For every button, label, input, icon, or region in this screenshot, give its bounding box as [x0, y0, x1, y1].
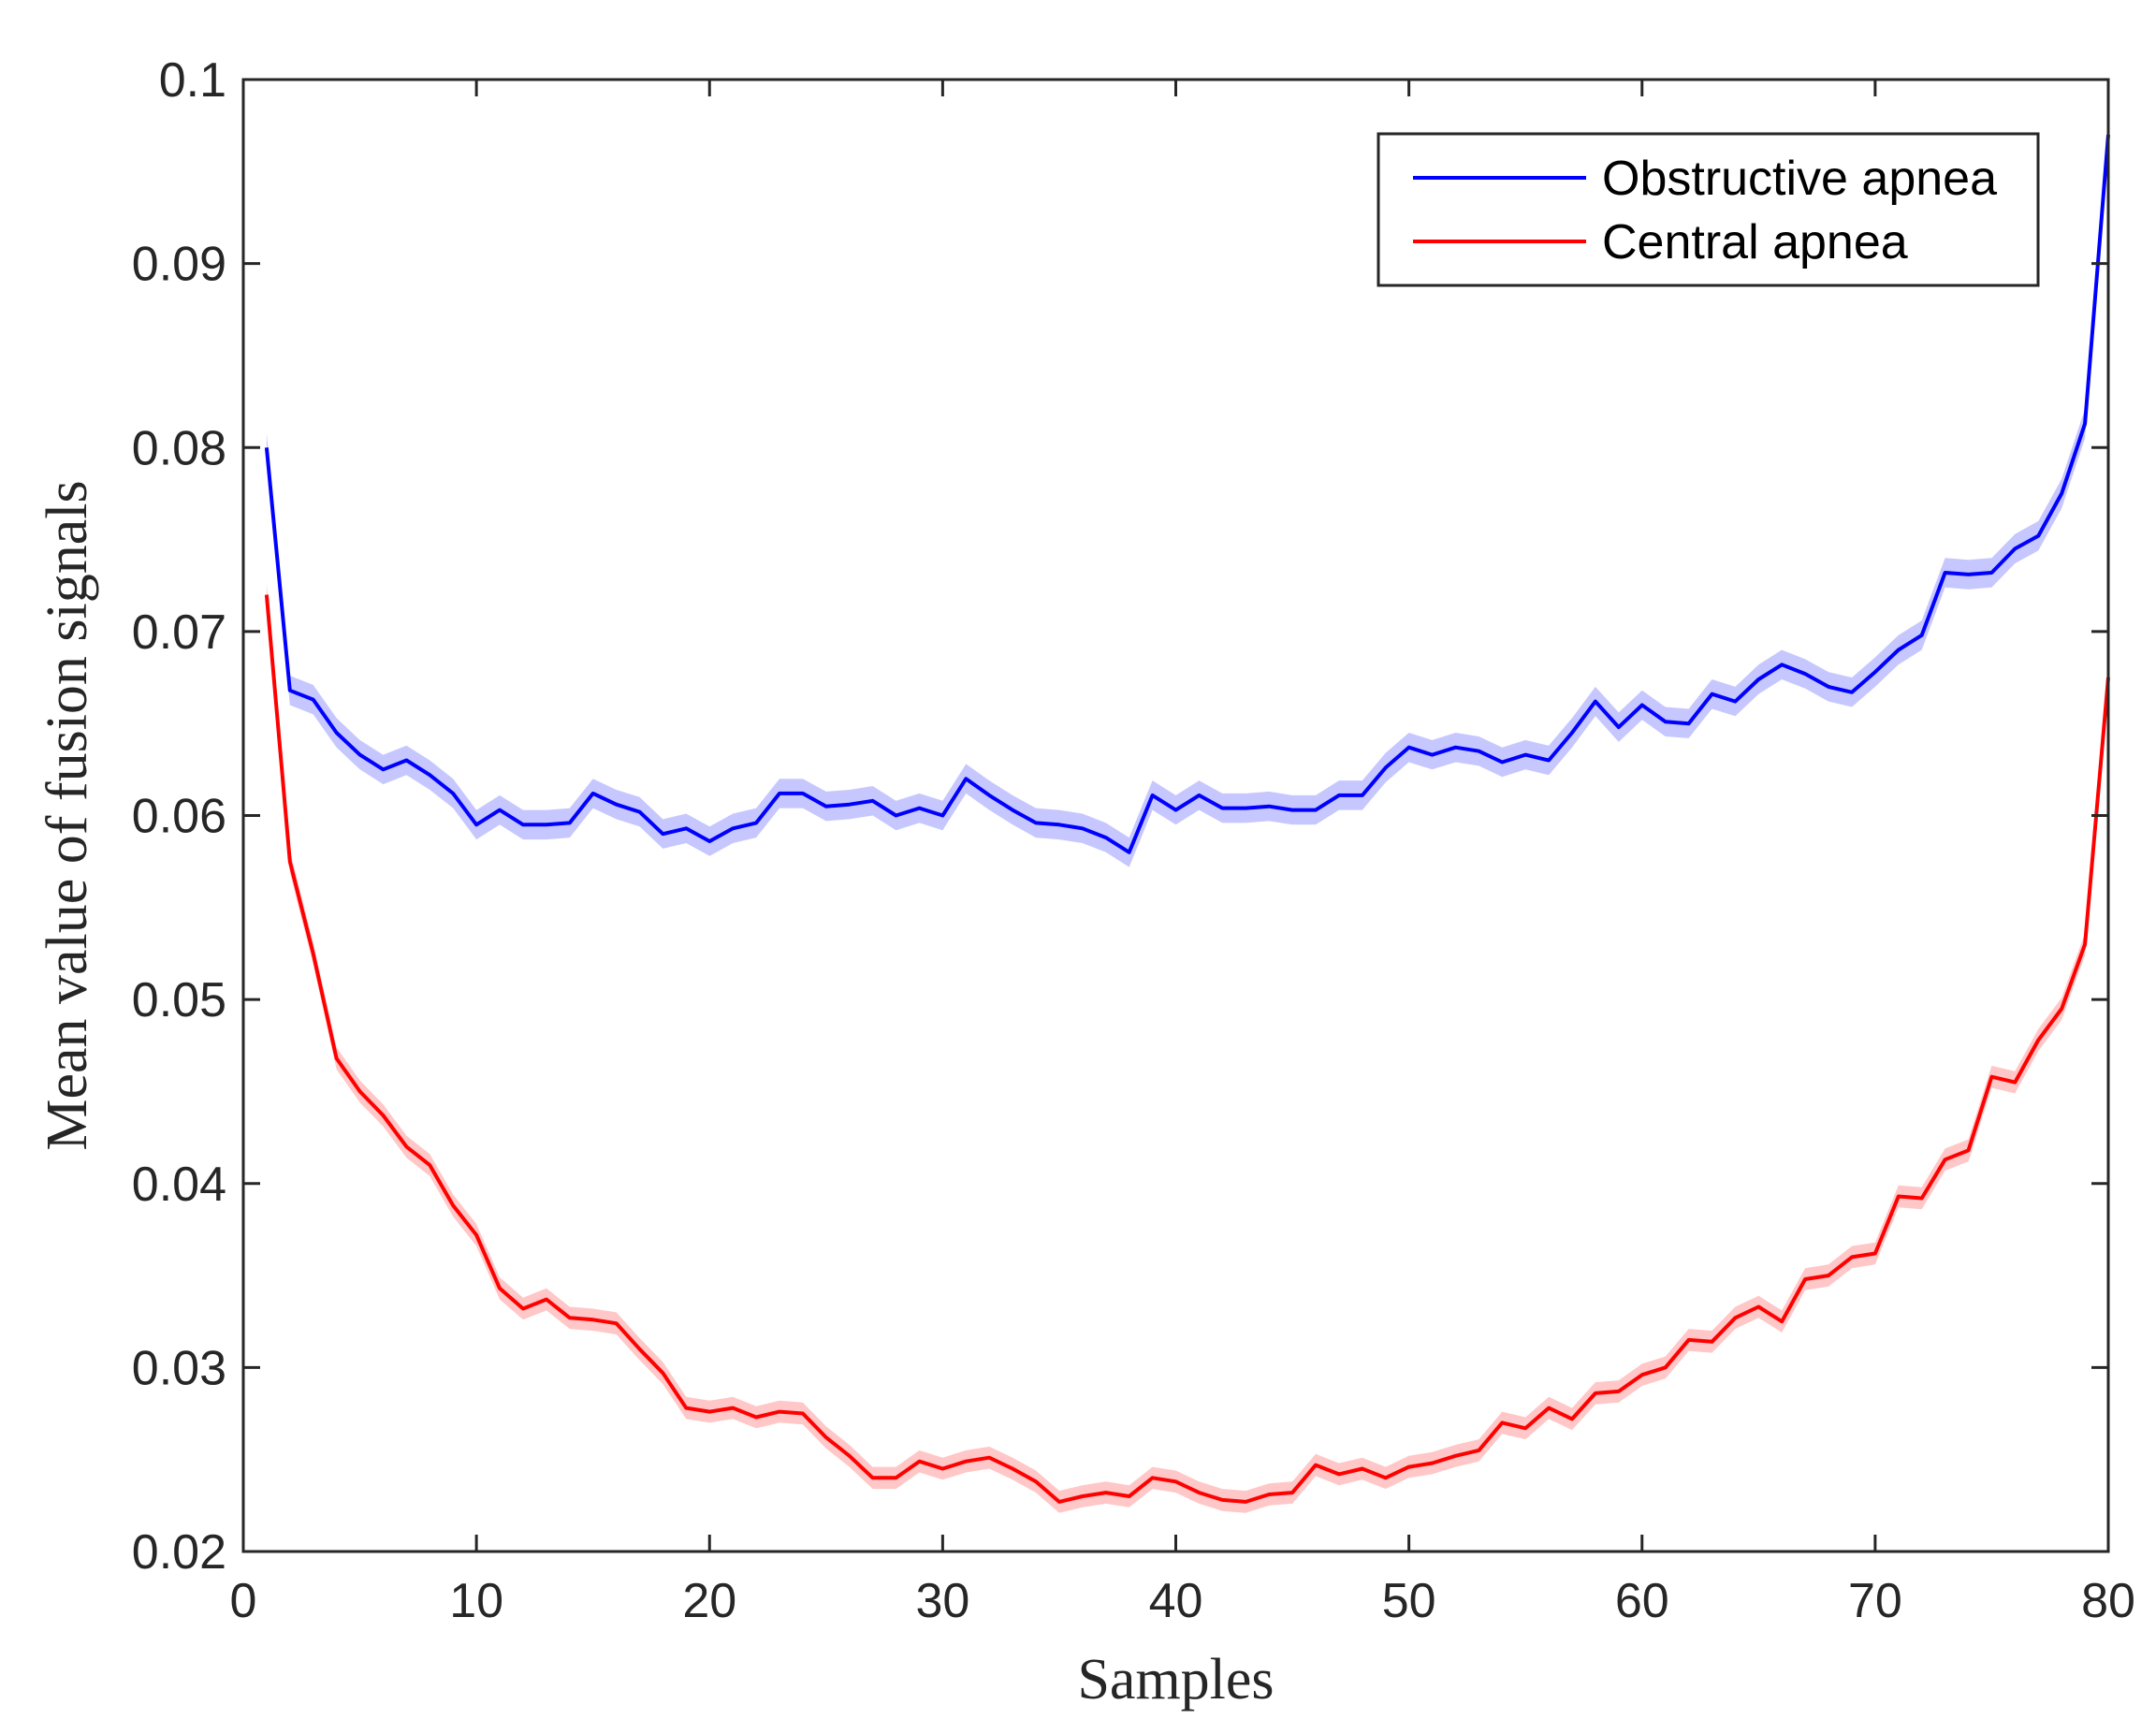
x-tick-label: 50 [1382, 1574, 1436, 1628]
y-tick-label: 0.07 [132, 605, 226, 660]
x-tick-label: 80 [2081, 1574, 2135, 1628]
y-tick-label: 0.04 [132, 1158, 226, 1212]
x-tick-label: 30 [915, 1574, 969, 1628]
x-tick-label: 60 [1615, 1574, 1669, 1628]
legend: Obstructive apnea Central apnea [1377, 132, 2040, 287]
x-tick-label: 40 [1149, 1574, 1203, 1628]
legend-box [1377, 132, 2040, 287]
x-tick-label: 70 [1848, 1574, 1902, 1628]
legend-label-obstructive: Obstructive apnea [1602, 152, 1997, 206]
x-tick-label: 0 [230, 1574, 257, 1628]
x-axis-title: Samples [1077, 1648, 1274, 1712]
axis-ticks: 0 10 20 30 40 50 60 70 80 0.02 0.03 0.04 0.05 0.06 0.0… [132, 53, 2135, 1628]
x-tick-label: 10 [449, 1574, 503, 1628]
y-tick-label: 0.06 [132, 790, 226, 844]
series-line-0 [264, 134, 2110, 854]
x-tick-label: 20 [682, 1574, 736, 1628]
y-axis-title: Mean value of fusion signals [36, 480, 99, 1150]
legend-label-central: Central apnea [1602, 215, 1908, 270]
y-tick-label: 0.1 [159, 53, 226, 108]
y-tick-label: 0.09 [132, 238, 226, 292]
series-lines [264, 134, 2110, 1504]
y-tick-label: 0.08 [132, 421, 226, 475]
series-line-1 [264, 594, 2110, 1504]
y-tick-label: 0.05 [132, 973, 226, 1027]
y-tick-label: 0.03 [132, 1341, 226, 1395]
y-tick-label: 0.02 [132, 1525, 226, 1580]
